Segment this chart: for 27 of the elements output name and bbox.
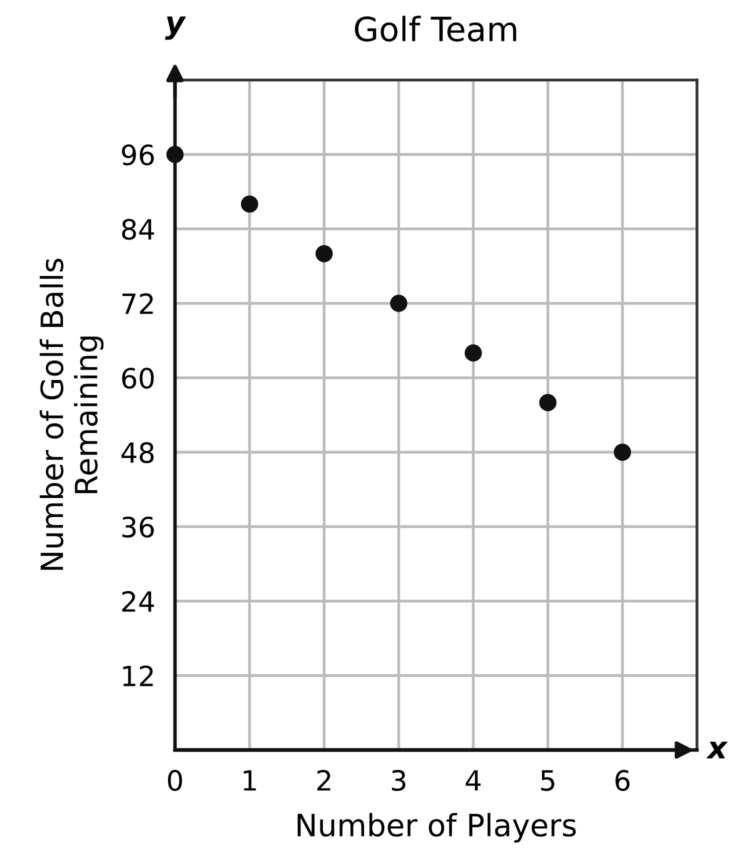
x-tick-label: 0 [168, 770, 182, 791]
y-axis-title: Number of Golf Balls Remaining [40, 258, 104, 570]
x-tick-label: 4 [466, 770, 481, 791]
point [316, 245, 333, 262]
point [166, 146, 184, 164]
point [614, 444, 632, 461]
point [464, 344, 482, 362]
y-tick-label: 12 [123, 665, 153, 686]
point [539, 394, 556, 412]
y-tick-label: 36 [122, 516, 154, 538]
x-tick-label: 2 [317, 770, 330, 791]
point [390, 294, 408, 312]
y-tick-label: 84 [122, 218, 154, 240]
text: x [706, 742, 728, 758]
y-tick-label: 96 [122, 144, 154, 166]
y-tick-label: 72 [122, 293, 153, 314]
point [240, 195, 258, 213]
x-tick-label: 1 [244, 770, 256, 791]
chart-title: Golf Team [354, 16, 516, 42]
y-tick-label: 48 [122, 442, 154, 464]
text: y [165, 16, 186, 40]
x-tick-label: 3 [392, 770, 406, 791]
x-axis-title: Number of Players [298, 812, 576, 843]
y-tick-label: 24 [122, 591, 154, 612]
y-tick-label: 60 [122, 368, 154, 389]
x-tick-label: 5 [541, 770, 554, 791]
x-tick-label: 6 [616, 770, 630, 791]
